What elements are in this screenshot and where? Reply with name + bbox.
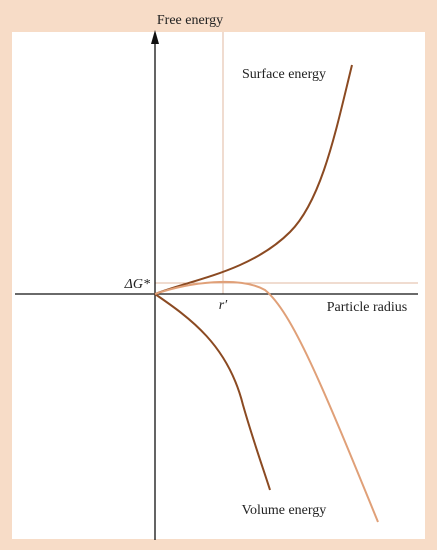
critical-energy-label: ΔG* <box>124 277 150 292</box>
volume-label: Volume energy <box>242 503 327 518</box>
x-axis-label: Particle radius <box>327 300 407 315</box>
surface-curve <box>154 64 353 295</box>
critical-radius-label: r′ <box>219 298 228 313</box>
y-axis-label: Free energy <box>157 13 223 28</box>
volume-curve <box>154 293 271 491</box>
surface-label: Surface energy <box>242 67 326 82</box>
panel <box>12 32 425 539</box>
y-arrow <box>151 30 159 44</box>
total-curve <box>154 280 379 523</box>
